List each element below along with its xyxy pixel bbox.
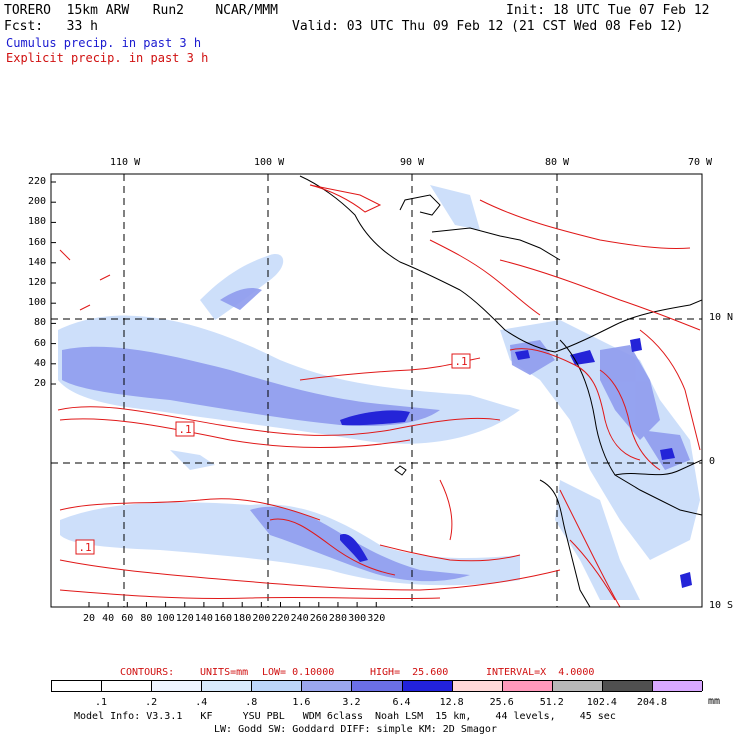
model-title: TORERO 15km ARW Run2 NCAR/MMM (4, 3, 278, 18)
valid-time: Valid: 03 UTC Thu 09 Feb 12 (21 CST Wed … (292, 19, 684, 34)
contours-interval: INTERVAL=X 4.0000 (486, 667, 595, 678)
contours-label: CONTOURS: (120, 667, 175, 678)
colorbar-label: 12.8 (439, 697, 464, 708)
cumulus-precip-label: Cumulus precip. in past 3 h (6, 36, 202, 50)
contour-label-text-3: .1 (78, 541, 91, 554)
y-tick-label: 160 (27, 236, 46, 248)
y-tick-label: 180 (27, 216, 46, 228)
x-tick-label: 120 (175, 613, 194, 624)
init-time: Init: 18 UTC Tue 07 Feb 12 (506, 3, 710, 18)
x-tick-label: 100 (156, 613, 175, 624)
y-tick-label: 100 (27, 297, 46, 309)
colorbar-label: 1.6 (292, 697, 311, 708)
y-tick-label: 120 (27, 277, 46, 288)
contour-label-text-1: .1 (454, 355, 467, 368)
x-tick-label: 140 (194, 613, 213, 624)
y-tick-label: 220 (27, 176, 46, 187)
y-tick-label: 40 (33, 357, 46, 369)
contour-label-2: .1 (175, 421, 195, 437)
lon-label-110w: 110 W (110, 157, 141, 168)
model-info: Model Info: V3.3.1 KF YSU PBL WDM 6class… (74, 711, 616, 722)
x-tick-label: 200 (252, 613, 271, 624)
colorbar-swatch (152, 681, 203, 691)
colorbar-swatch (52, 681, 103, 691)
colorbar-label: 3.2 (342, 697, 361, 708)
contours-units: UNITS=mm (200, 667, 249, 678)
contour-label-3: .1 (75, 539, 95, 555)
physics-info: LW: Godd SW: Goddard DIFF: simple KM: 2D… (214, 724, 497, 735)
colorbar-swatch (102, 681, 153, 691)
colorbar-label: 204.8 (636, 697, 667, 708)
explicit-precip-label: Explicit precip. in past 3 h (6, 51, 209, 65)
colorbar-label: .4 (195, 697, 208, 708)
x-tick-label: 280 (328, 613, 347, 624)
contours-low: LOW= 0.10000 (262, 667, 335, 678)
lat-label-10s: 10 S (709, 600, 734, 611)
y-tick-label: 80 (33, 317, 46, 329)
x-tick-label: 80 (140, 613, 153, 624)
colorbar-swatch (202, 681, 253, 691)
x-tick-label: 220 (271, 613, 290, 624)
x-tick-label: 40 (102, 613, 115, 624)
colorbar-label: 6.4 (392, 697, 411, 708)
colorbar-unit: mm (708, 696, 721, 707)
explicit-contours (57, 184, 701, 607)
lon-label-80w: 80 W (545, 157, 570, 168)
lat-label-10n: 10 N (709, 312, 734, 323)
colorbar-swatch (402, 681, 453, 691)
colorbar-label: .2 (145, 697, 158, 708)
x-tick-label: 20 (82, 613, 96, 624)
cumulus-shading-dark (340, 338, 692, 588)
colorbar-swatch (652, 681, 703, 691)
colorbar-swatch (252, 681, 303, 691)
x-tick-label: 260 (309, 613, 328, 624)
lon-label-70w: 70 W (688, 157, 713, 168)
contours-high: HIGH= 25.600 (370, 667, 449, 678)
x-tick-label: 300 (348, 613, 367, 624)
x-tick-label: 160 (214, 613, 233, 624)
colorbar-label: .1 (95, 697, 108, 708)
y-tick-label: 60 (33, 337, 46, 349)
lon-label-100w: 100 W (254, 157, 285, 168)
y-tick-label: 20 (33, 378, 46, 389)
y-tick-label: 200 (27, 196, 46, 208)
lat-label-0: 0 (709, 456, 716, 467)
x-tick-label: 240 (290, 613, 309, 624)
colorbar-swatch (602, 681, 653, 691)
x-tick-label: 320 (367, 613, 386, 624)
colorbar-swatch (452, 681, 503, 691)
colorbar-label: .8 (245, 697, 258, 708)
lat-lon-grid (51, 174, 702, 607)
contour-label-text-2: .1 (178, 423, 191, 436)
colorbar-swatch (302, 681, 353, 691)
colorbar-label: 25.6 (489, 697, 514, 708)
axis-ticks (51, 181, 377, 607)
contour-label-1: .1 (451, 353, 471, 369)
x-tick-label: 60 (121, 613, 134, 624)
x-tick-label: 180 (233, 613, 252, 624)
colorbar-swatch (552, 681, 603, 691)
colorbar-label: 51.2 (539, 697, 564, 708)
plot-area (51, 174, 702, 607)
forecast-hour: Fcst: 33 h (4, 19, 98, 34)
lon-label-90w: 90 W (400, 157, 425, 168)
colorbar-swatch (502, 681, 553, 691)
colorbar (51, 680, 703, 692)
colorbar-label: 102.4 (586, 697, 617, 708)
coastlines (299, 175, 702, 607)
colorbar-swatch (352, 681, 403, 691)
y-tick-label: 140 (27, 256, 46, 268)
